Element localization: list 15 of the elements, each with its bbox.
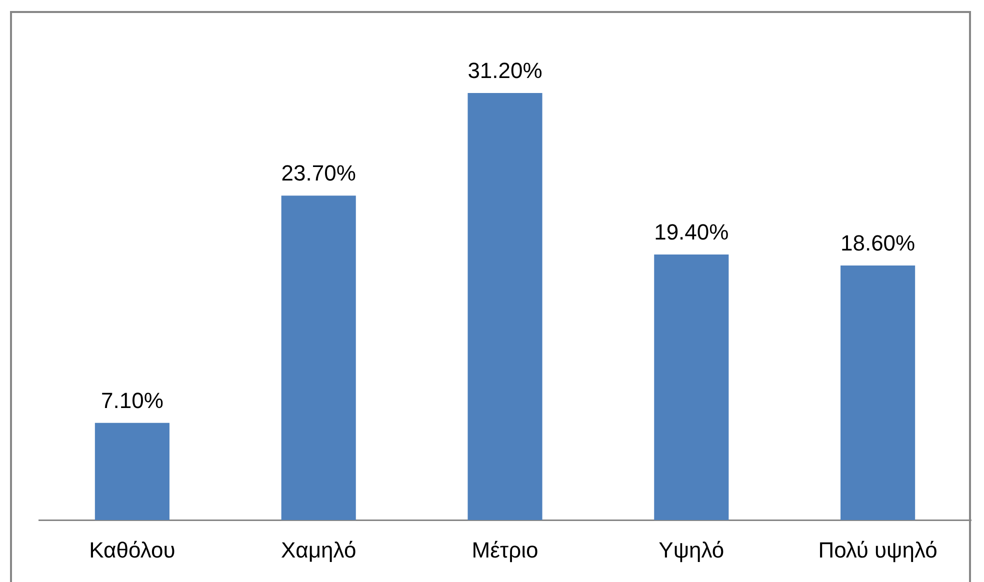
bar xyxy=(281,196,356,520)
bar xyxy=(840,265,916,520)
x-tick-label: Υψηλό xyxy=(658,537,724,562)
x-tick-label: Καθόλου xyxy=(89,537,176,562)
bar xyxy=(94,422,170,520)
data-label: 31.20% xyxy=(468,58,542,84)
bar xyxy=(654,254,729,520)
x-tick-label: Μέτριο xyxy=(472,537,538,562)
data-label: 19.40% xyxy=(654,219,729,244)
x-tick-label: Πολύ υψηλό xyxy=(818,537,938,562)
bar xyxy=(468,93,542,520)
data-label: 23.70% xyxy=(281,160,356,186)
x-tick-label: Χαμηλό xyxy=(280,537,356,562)
data-label: 18.60% xyxy=(840,230,916,256)
data-label: 7.10% xyxy=(101,388,164,413)
